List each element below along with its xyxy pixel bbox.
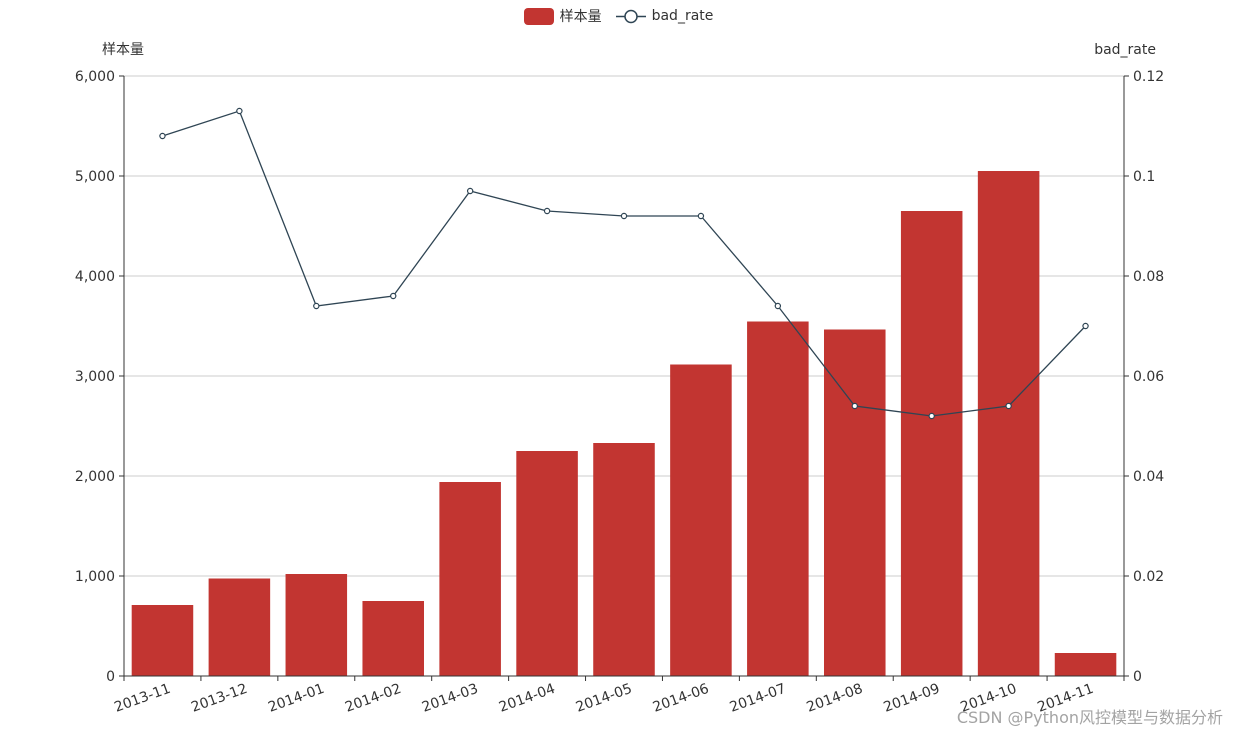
right-axis-tick-label: 0.04 <box>1133 469 1164 485</box>
left-axis-tick-label: 0 <box>106 669 115 685</box>
legend-label-bad-rate: bad_rate <box>651 8 714 24</box>
x-axis-tick-label: 2014-03 <box>420 681 480 716</box>
x-axis-tick-label: 2014-09 <box>882 681 942 716</box>
bad-rate-point-2014-01 <box>313 302 320 310</box>
bad-rate-point-2013-12 <box>236 107 243 115</box>
right-axis-title: bad_rate <box>1094 42 1156 58</box>
bad-rate-point-2014-07 <box>774 302 782 310</box>
right-axis-tick-label: 0.02 <box>1133 569 1164 585</box>
bad-rate-point-2014-02 <box>390 292 397 300</box>
x-axis-tick-label: 2013-12 <box>189 681 249 716</box>
left-axis-tick-label: 1,000 <box>75 569 115 585</box>
bad-rate-point-2014-11 <box>1082 322 1089 330</box>
x-axis-tick-label: 2014-02 <box>343 681 403 716</box>
bar-series <box>131 171 1117 676</box>
bar-2014-05 <box>593 443 655 676</box>
bad-rate-point-2014-08 <box>851 402 858 410</box>
x-axis-tick-label: 2014-06 <box>651 681 712 716</box>
line-series <box>159 107 1089 420</box>
bad-rate-point-2013-11 <box>159 132 166 140</box>
left-axis-tick-label: 6,000 <box>75 69 115 85</box>
right-axis-tick-label: 0 <box>1133 669 1142 685</box>
legend: 样本量 bad_rate <box>0 6 1237 26</box>
right-axis-tick-label: 0.12 <box>1133 69 1164 85</box>
bad-rate-point-2014-04 <box>543 207 551 215</box>
x-axis-tick-label: 2014-07 <box>728 681 788 716</box>
watermark: CSDN @Python风控模型与数据分析 <box>956 708 1223 727</box>
x-axis-tick-label: 2014-01 <box>266 681 326 716</box>
left-axis-tick-label: 5,000 <box>75 169 115 185</box>
bar-2014-04 <box>516 451 578 676</box>
right-axis-tick-label: 0.08 <box>1133 269 1164 285</box>
bar-2014-10 <box>977 171 1040 676</box>
bad-rate-point-2014-05 <box>620 212 628 220</box>
bar-2013-12 <box>208 578 271 676</box>
bar-2014-06 <box>670 364 732 676</box>
bar-2014-02 <box>362 601 424 676</box>
left-axis-title: 样本量 <box>102 42 144 58</box>
legend-label-sample-count: 样本量 <box>559 9 602 25</box>
bar-2014-11 <box>1054 653 1117 676</box>
bar-2014-07 <box>747 321 809 676</box>
legend-item-bad-rate[interactable]: bad_rate <box>615 8 714 25</box>
right-axis-tick-label: 0.06 <box>1133 369 1164 385</box>
bar-2013-11 <box>131 605 194 676</box>
x-axis-tick-label: 2014-05 <box>574 681 634 716</box>
x-axis-tick-label: 2013-11 <box>112 681 172 716</box>
bad-rate-point-2014-10 <box>1005 402 1012 410</box>
left-axis-tick-label: 2,000 <box>75 469 115 485</box>
left-axis-tick-label: 3,000 <box>75 369 115 385</box>
x-axis-tick-label: 2014-04 <box>497 681 558 716</box>
bad-rate-point-2014-03 <box>466 187 474 195</box>
legend-swatch-line-icon <box>615 9 646 23</box>
legend-item-sample-count[interactable]: 样本量 <box>523 6 602 26</box>
bad-rate-point-2014-09 <box>928 412 935 420</box>
legend-swatch-bar-icon <box>523 7 554 25</box>
left-axis-tick-label: 4,000 <box>75 269 115 285</box>
bar-2014-01 <box>285 574 348 676</box>
right-axis-tick-label: 0.1 <box>1133 169 1155 185</box>
bar-2014-09 <box>900 211 963 676</box>
bad-rate-point-2014-06 <box>697 212 705 220</box>
bar-2014-08 <box>824 329 886 676</box>
x-axis-tick-label: 2014-08 <box>805 681 865 716</box>
bar-2014-03 <box>439 482 501 676</box>
axes <box>119 75 1129 681</box>
